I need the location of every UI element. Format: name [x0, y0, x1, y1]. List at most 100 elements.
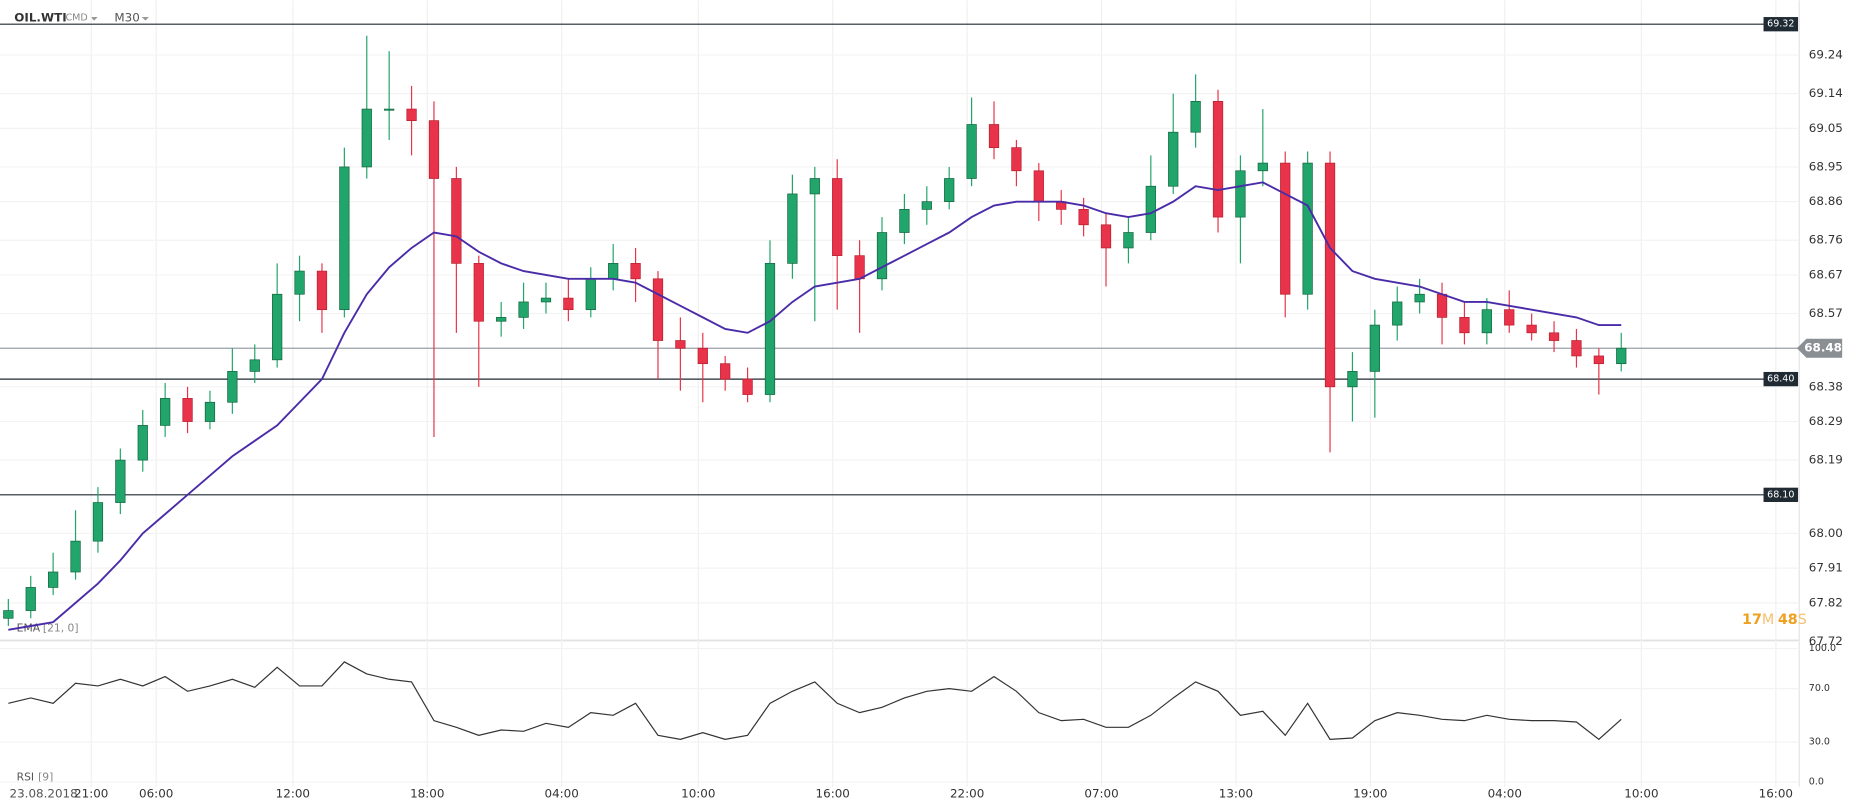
x-tick-label: 21:00 — [74, 786, 108, 800]
candle-body — [1616, 347, 1627, 365]
y-tick-label: 67.91 — [1809, 561, 1843, 575]
candle-body — [1033, 170, 1044, 203]
countdown: 17M 48S — [1742, 612, 1807, 628]
y-tick-label: 70.0 — [1809, 683, 1830, 694]
candle-body — [3, 610, 14, 619]
interval[interactable]: M30 — [114, 11, 139, 25]
candle-body — [630, 263, 641, 280]
level-badge — [1763, 371, 1799, 387]
candle-body — [1324, 162, 1336, 388]
level-badge — [1763, 487, 1799, 502]
candle-body — [540, 297, 552, 303]
x-tick-label: 22:00 — [950, 786, 984, 800]
last-price-label: 68.48 — [1804, 341, 1842, 355]
candle-body — [1593, 355, 1604, 365]
date-label: 23.08.2018 — [10, 786, 78, 800]
candle-body — [70, 540, 81, 573]
last-price-badge — [1796, 338, 1843, 358]
candle-body — [25, 587, 36, 611]
countdown-minutes-unit: M — [1762, 612, 1774, 628]
candle-body — [92, 502, 104, 542]
candle-body — [518, 301, 529, 318]
candle-body — [1548, 332, 1560, 341]
candle-body — [272, 293, 283, 361]
x-tick-label: 10:00 — [1624, 786, 1658, 800]
y-tick-label: 68.57 — [1809, 306, 1843, 320]
x-tick-label: 13:00 — [1219, 786, 1253, 800]
candle-body — [720, 363, 731, 380]
candle-body — [137, 425, 148, 461]
candle-body — [809, 178, 820, 195]
candle-body — [294, 270, 305, 295]
level-label: 68.40 — [1767, 374, 1794, 385]
candle-body — [339, 166, 350, 311]
candle-body — [854, 255, 865, 280]
candle-body — [1100, 224, 1112, 249]
candle-body — [496, 317, 507, 322]
candle-body — [1526, 324, 1537, 334]
y-tick-label: 67.72 — [1809, 634, 1843, 648]
candle-body — [1123, 232, 1134, 249]
rsi-params: [9] — [38, 770, 53, 783]
ema-line — [8, 181, 1622, 631]
candle-body — [742, 378, 753, 395]
candle-body — [988, 124, 1000, 149]
x-tick-label: 06:00 — [139, 786, 173, 800]
candle-body — [585, 278, 596, 311]
y-tick-label: 68.95 — [1809, 159, 1843, 173]
candle-body — [1414, 293, 1425, 303]
candle-body — [1011, 147, 1022, 172]
x-tick-label: 16:00 — [816, 786, 850, 800]
candle-body — [204, 401, 216, 422]
countdown-seconds: 48 — [1778, 612, 1798, 628]
candle-body — [361, 108, 372, 168]
y-tick-label: 68.38 — [1809, 379, 1843, 393]
rsi-label: RSI — [17, 770, 34, 783]
x-tick-label: 10:00 — [681, 786, 715, 800]
candle-body — [787, 193, 798, 264]
candle-body — [899, 209, 910, 233]
candle-body — [764, 263, 776, 395]
ema-params: [21, 0] — [43, 621, 79, 634]
candle-body — [608, 263, 619, 280]
y-tick-label: 0.0 — [1809, 777, 1824, 788]
candle-body — [1459, 317, 1470, 334]
level-badge — [1763, 17, 1799, 32]
candle-body — [1078, 209, 1089, 226]
market[interactable]: CMD — [66, 13, 88, 24]
y-tick-label: 100.0 — [1809, 643, 1836, 654]
candle-body — [876, 232, 888, 280]
candle-body — [384, 108, 395, 111]
candle-body — [1190, 100, 1201, 133]
candle-body — [1257, 162, 1268, 172]
candle-body — [1302, 162, 1313, 295]
dropdown-icons — [90, 17, 149, 21]
candle-body — [160, 398, 171, 426]
candle-body — [473, 263, 484, 322]
candle-body — [406, 108, 417, 121]
candle-body — [1369, 324, 1380, 372]
level-label: 68.10 — [1767, 489, 1794, 500]
candle-body — [1235, 170, 1246, 218]
y-tick-label: 68.67 — [1809, 267, 1843, 281]
candle-body — [1280, 162, 1291, 295]
rsi-line — [8, 661, 1622, 741]
symbol[interactable]: OIL.WTI — [14, 11, 66, 25]
y-tick-label: 69.14 — [1809, 86, 1843, 100]
candle-body — [832, 178, 843, 257]
y-tick-label: 30.0 — [1809, 736, 1830, 747]
y-tick-label: 68.86 — [1809, 194, 1843, 208]
y-tick-label: 68.19 — [1809, 453, 1843, 467]
header: OIL.WTI CMD M30 — [14, 11, 149, 25]
candle-body — [1481, 309, 1492, 334]
y-tick-label: 68.29 — [1809, 414, 1843, 428]
x-tick-label: 04:00 — [1488, 786, 1522, 800]
candle-body — [944, 178, 955, 203]
y-tick-label: 69.24 — [1809, 48, 1843, 62]
candle-body — [1212, 100, 1224, 218]
candle-body — [1145, 185, 1156, 233]
candle-body — [451, 178, 462, 264]
y-tick-label: 68.00 — [1809, 526, 1843, 540]
